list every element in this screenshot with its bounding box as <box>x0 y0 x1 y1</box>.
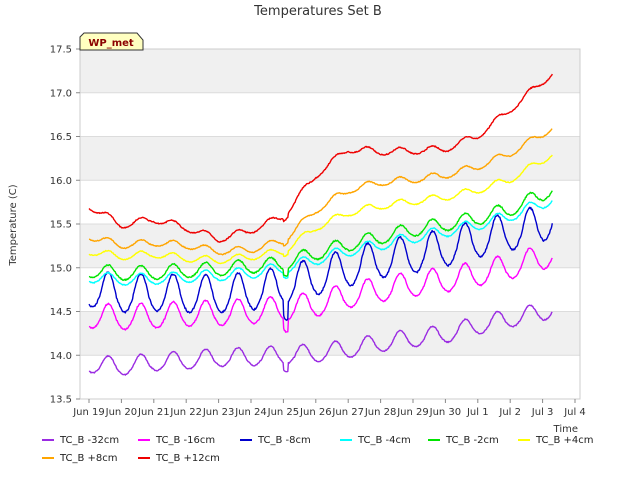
legend-label: TC_B -8cm <box>257 435 311 446</box>
plot-lines <box>88 73 553 376</box>
series-line <box>88 304 553 376</box>
legend-label: TC_B -32cm <box>59 435 119 446</box>
station-badge-box <box>79 32 144 51</box>
series-line <box>88 200 553 286</box>
x-tick-label: Jun 22 <box>169 407 202 418</box>
y-tick-label: 16.0 <box>50 176 72 187</box>
x-tick-label: Jul 2 <box>498 407 521 418</box>
background-band <box>80 92 580 137</box>
legend-label: TC_B +8cm <box>59 453 118 464</box>
series-line <box>88 206 553 321</box>
x-tick-label: Jun 23 <box>202 407 235 418</box>
station-badge: WP_met <box>79 32 144 51</box>
series-line <box>88 73 553 243</box>
legend-label: TC_B -2cm <box>445 435 499 446</box>
station-badge-label: WP_met <box>88 38 134 49</box>
y-tick-label: 13.5 <box>50 395 72 406</box>
x-tick-label: Jun 28 <box>364 407 397 418</box>
y-tick-label: 15.0 <box>50 263 72 274</box>
x-tick-label: Jun 25 <box>267 407 300 418</box>
legend: TC_B -32cm TC_B -16cm TC_B -8cm TC_B -4cm TC… <box>42 435 594 464</box>
background-bands <box>80 49 580 399</box>
background-band <box>80 49 580 93</box>
x-tick-label: Jun 30 <box>429 407 462 418</box>
series-line <box>88 154 553 265</box>
legend-label: TC_B -4cm <box>357 435 411 446</box>
series-line <box>88 190 553 281</box>
x-tick-label: Jun 29 <box>396 407 429 418</box>
y-axis-label: Temperature (C) <box>8 184 19 266</box>
series-line <box>88 128 553 256</box>
x-tick-label: Jun 19 <box>72 407 105 418</box>
x-tick-label: Jun 20 <box>105 407 138 418</box>
x-tick-label: Jun 26 <box>299 407 332 418</box>
y-tick-label: 17.0 <box>50 88 72 99</box>
x-tick-label: Jul 1 <box>466 407 489 418</box>
x-tick-label: Jun 24 <box>234 407 267 418</box>
background-band <box>80 136 580 181</box>
legend-label: TC_B -16cm <box>155 435 215 446</box>
chart-title: Temperatures Set B <box>253 4 382 19</box>
y-tick-label: 14.0 <box>50 351 72 362</box>
legend-label: TC_B +4cm <box>535 435 594 446</box>
x-axis-ticks: Jun 19 Jun 20 Jun 21 Jun 22 Jun 23 Jun 24 Jun … <box>72 399 586 418</box>
y-axis-ticks: 13.5 14.0 14.5 15.0 15.5 16.0 16.5 17.0 17.5 <box>50 45 80 406</box>
background-band <box>80 267 580 312</box>
y-tick-label: 15.5 <box>50 220 72 231</box>
y-tick-label: 17.5 <box>50 45 72 56</box>
x-tick-label: Jun 27 <box>331 407 364 418</box>
x-tick-label: Jul 3 <box>531 407 554 418</box>
series-line <box>88 247 553 333</box>
y-tick-label: 14.5 <box>50 307 72 318</box>
x-axis-label: Time <box>553 424 578 435</box>
x-tick-label: Jul 4 <box>563 407 586 418</box>
background-band <box>80 355 580 399</box>
x-tick-label: Jun 21 <box>137 407 170 418</box>
legend-label: TC_B +12cm <box>155 453 220 464</box>
y-tick-label: 16.5 <box>50 132 72 143</box>
